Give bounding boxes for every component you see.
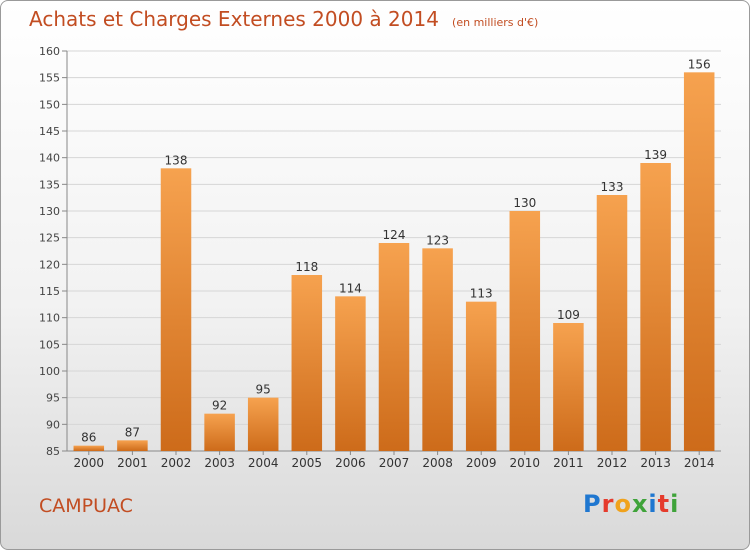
x-tick-label: 2009: [466, 456, 497, 470]
x-tick-label: 2014: [684, 456, 715, 470]
y-tick-label: 160: [39, 45, 60, 58]
bar-2004: [247, 397, 279, 451]
value-label-2002: 138: [165, 153, 188, 167]
value-label-2001: 87: [125, 425, 140, 439]
bar-2008: [422, 248, 453, 451]
value-label-2006: 114: [339, 281, 362, 295]
chart-title-block: Achats et Charges Externes 2000 à 2014 (…: [29, 7, 538, 31]
bar-2011: [553, 323, 584, 451]
x-tick-label: 2000: [74, 456, 105, 470]
x-tick-label: 2002: [161, 456, 192, 470]
value-label-2013: 139: [644, 148, 667, 162]
bar-2000: [73, 445, 105, 451]
value-label-2004: 95: [256, 383, 271, 397]
bar-2002: [160, 168, 192, 452]
y-tick-label: 115: [39, 285, 60, 298]
commune-name: CAMPUAC: [39, 495, 133, 517]
y-tick-label: 150: [39, 98, 60, 111]
bar-2006: [335, 296, 366, 451]
value-label-2003: 92: [212, 399, 227, 413]
bar-2014: [683, 72, 715, 451]
value-label-2012: 133: [601, 180, 624, 194]
value-label-2010: 130: [513, 196, 536, 210]
y-tick-label: 105: [39, 338, 60, 351]
logo-letter: P: [583, 490, 602, 518]
x-tick-label: 2010: [510, 456, 541, 470]
y-tick-label: 90: [46, 418, 60, 431]
y-tick-label: 95: [46, 392, 60, 405]
value-label-2007: 124: [383, 228, 406, 242]
x-tick-label: 2008: [422, 456, 453, 470]
proxiti-logo[interactable]: Proxiti: [583, 490, 679, 518]
logo-letter: i: [670, 490, 680, 518]
bar-2012: [596, 195, 628, 451]
logo-letter: r: [601, 490, 615, 518]
y-tick-label: 135: [39, 178, 60, 191]
bar-2009: [465, 301, 497, 451]
y-tick-label: 120: [39, 258, 60, 271]
y-tick-label: 140: [39, 152, 60, 165]
x-tick-label: 2007: [379, 456, 410, 470]
bar-2003: [204, 413, 235, 451]
x-tick-label: 2003: [204, 456, 235, 470]
x-tick-label: 2006: [335, 456, 366, 470]
x-tick-label: 2005: [292, 456, 323, 470]
bar-2007: [378, 243, 410, 451]
value-label-2000: 86: [81, 431, 96, 445]
y-tick-label: 110: [39, 312, 60, 325]
y-tick-label: 100: [39, 365, 60, 378]
chart-title: Achats et Charges Externes 2000 à 2014: [29, 7, 439, 31]
bar-2010: [509, 211, 541, 451]
logo-letter: x: [631, 490, 649, 518]
bar-2001: [117, 440, 148, 451]
x-tick-label: 2004: [248, 456, 279, 470]
y-tick-label: 145: [39, 125, 60, 138]
x-tick-label: 2013: [640, 456, 671, 470]
y-tick-label: 85: [46, 445, 60, 458]
x-tick-label: 2001: [117, 456, 148, 470]
x-tick-label: 2011: [553, 456, 584, 470]
value-label-2011: 109: [557, 308, 580, 322]
value-label-2008: 123: [426, 233, 449, 247]
y-tick-label: 125: [39, 232, 60, 245]
label-layer: 85 90 95 100 105 110 115 120 125 130 135 140 145 150 1…: [39, 45, 714, 470]
logo-letter: o: [614, 490, 632, 518]
logo-letter: i: [648, 490, 658, 518]
value-label-2005: 118: [295, 260, 318, 274]
value-label-2014: 156: [688, 57, 711, 71]
x-tick-label: 2012: [597, 456, 628, 470]
bar-layer: [73, 72, 715, 452]
bar-2005: [291, 275, 323, 451]
bar-2013: [640, 163, 671, 451]
logo-letter: t: [657, 490, 671, 518]
value-label-2009: 113: [470, 287, 493, 301]
y-tick-label: 130: [39, 205, 60, 218]
y-tick-label: 155: [39, 72, 60, 85]
chart-unit: (en milliers d'€): [452, 16, 539, 29]
